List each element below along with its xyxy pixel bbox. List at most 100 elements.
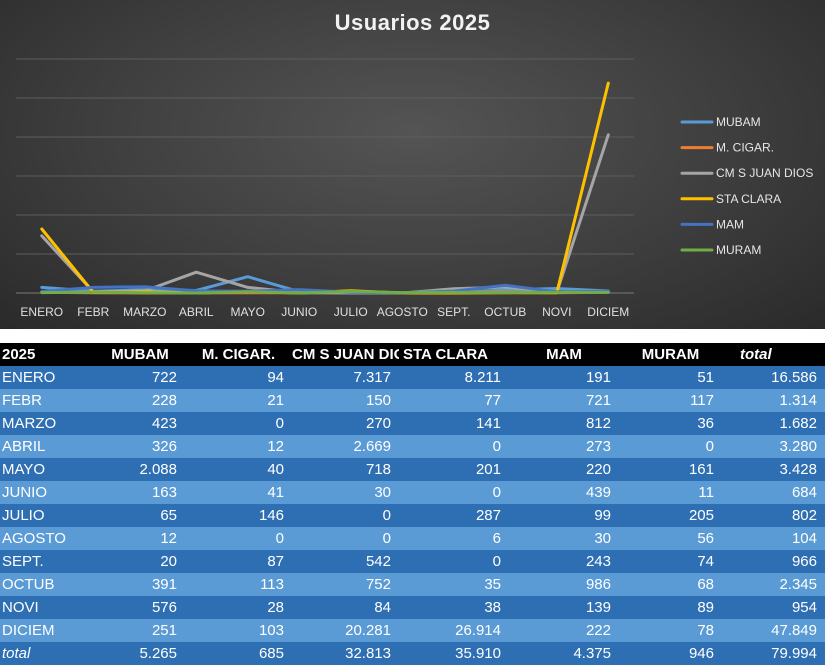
row-label: JULIO	[2, 507, 45, 524]
table-cell: 684	[791, 484, 817, 501]
table-cell: 222	[585, 622, 611, 639]
table-cell: 966	[791, 553, 817, 570]
table-cell: 0	[382, 507, 391, 524]
table-cell: 954	[791, 599, 817, 616]
table-cell: 11	[698, 484, 714, 501]
footer-cell: 946	[688, 645, 714, 662]
table-cell: 243	[585, 553, 611, 570]
table-row: DICIEM 251 103 20.281 26.914 222 78 47.849	[0, 619, 825, 642]
x-tick-label: MARZO	[123, 305, 166, 319]
table-cell: 161	[688, 461, 714, 478]
chart-title: Usuarios 2025	[334, 10, 491, 35]
table-cell: 7.317	[353, 369, 391, 386]
series-line-muram	[40, 289, 610, 295]
table-cell: 28	[267, 599, 284, 616]
table-footer-row: total 5.265 685 32.813 35.910 4.375 946 …	[0, 642, 825, 665]
table-row: AGOSTO 12 0 0 6 30 56 104	[0, 527, 825, 550]
table-cell: 74	[697, 553, 714, 570]
x-tick-label: MAYO	[231, 305, 265, 319]
legend-label: M. CIGAR.	[716, 141, 774, 155]
table-cell: 3.428	[779, 461, 817, 478]
table-cell: 40	[267, 461, 284, 478]
table-cell: 439	[585, 484, 611, 501]
table-cell: 12	[267, 438, 284, 455]
x-tick-label: JULIO	[334, 305, 368, 319]
table-cell: 205	[688, 507, 714, 524]
legend-label: MUBAM	[716, 115, 761, 129]
table-cell: 287	[475, 507, 501, 524]
header-muram: MURAM	[641, 346, 700, 363]
footer-cell: 32.813	[345, 645, 391, 662]
table-cell: 326	[151, 438, 177, 455]
table-cell: 1.682	[779, 415, 817, 432]
header-m-cigar: M. CIGAR.	[201, 346, 276, 363]
x-tick-label: NOVI	[542, 305, 571, 319]
header-mam: MAM	[546, 346, 582, 363]
table-cell: 103	[258, 622, 284, 639]
series-line-sta-clara	[40, 81, 610, 295]
header-cm-s-juan-dios: CM S JUAN DIOS	[292, 346, 399, 363]
table-row: NOVI 576 28 84 38 139 89 954	[0, 596, 825, 619]
footer-cell: 5.265	[139, 645, 177, 662]
table-cell: 0	[492, 438, 501, 455]
table-cell: 391	[151, 576, 177, 593]
table-cell: 0	[705, 438, 714, 455]
table-cell: 38	[484, 599, 501, 616]
table-cell: 30	[374, 484, 391, 501]
x-tick-label: FEBR	[77, 305, 109, 319]
footer-cell: 79.994	[771, 645, 817, 662]
table-cell: 47.849	[771, 622, 817, 639]
legend-label: STA CLARA	[716, 192, 781, 206]
series-line-cm-s-juan-dios	[40, 133, 610, 295]
table-cell: 56	[697, 530, 714, 547]
table-row: FEBR 228 21 150 77 721 117 1.314	[0, 389, 825, 412]
table-cell: 16.586	[771, 369, 817, 386]
table-row: JULIO 65 146 0 287 99 205 802	[0, 504, 825, 527]
table-cell: 30	[594, 530, 611, 547]
x-tick-label: AGOSTO	[377, 305, 428, 319]
table-cell: 0	[382, 530, 391, 547]
chart-area: Usuarios 2025 ENERO FEBR MARZO ABRIL MAYO JUN…	[0, 0, 825, 329]
table-header-row: 2025 MUBAM M. CIGAR. CM S JUAN DIOS STA …	[0, 343, 825, 366]
table-cell: 0	[492, 553, 501, 570]
table-cell: 8.211	[464, 369, 501, 386]
row-label: DICIEM	[2, 622, 55, 639]
table-cell: 718	[365, 461, 391, 478]
footer-cell: 685	[258, 645, 284, 662]
table-cell: 78	[697, 622, 714, 639]
table-cell: 2.345	[779, 576, 817, 593]
legend-label: MURAM	[716, 243, 761, 257]
table-cell: 270	[365, 415, 391, 432]
table-cell: 12	[160, 530, 177, 547]
x-tick-label: ABRIL	[179, 305, 214, 319]
table-cell: 117	[690, 392, 714, 409]
row-label: MAYO	[2, 461, 46, 478]
table-cell: 0	[492, 484, 501, 501]
x-tick-label: SEPT.	[437, 305, 470, 319]
table-cell: 2.669	[353, 438, 391, 455]
table-cell: 812	[585, 415, 611, 432]
table-cell: 104	[791, 530, 817, 547]
table-cell: 251	[151, 622, 177, 639]
table-cell: 986	[585, 576, 611, 593]
table-cell: 201	[475, 461, 501, 478]
header-total: total	[740, 346, 772, 363]
table-cell: 21	[267, 392, 284, 409]
table-cell: 721	[585, 392, 611, 409]
table-cell: 94	[267, 369, 284, 386]
footer-cell: 35.910	[455, 645, 501, 662]
table-row: ENERO 722 94 7.317 8.211 191 51 16.586	[0, 366, 825, 389]
header-sta-clara: STA CLARA	[403, 346, 488, 363]
table-row: ABRIL 326 12 2.669 0 273 0 3.280	[0, 435, 825, 458]
table-row: SEPT. 20 87 542 0 243 74 966	[0, 550, 825, 573]
header-mubam: MUBAM	[111, 346, 169, 363]
footer-cell: 4.375	[573, 645, 611, 662]
table-cell: 423	[151, 415, 177, 432]
table-cell: 26.914	[455, 622, 501, 639]
row-label: SEPT.	[2, 553, 44, 570]
table-cell: 752	[365, 576, 391, 593]
table-cell: 141	[475, 415, 501, 432]
x-tick-label: JUNIO	[281, 305, 317, 319]
legend-label: CM S JUAN DIOS	[716, 166, 813, 180]
table-row: OCTUB 391 113 752 35 986 68 2.345	[0, 573, 825, 596]
